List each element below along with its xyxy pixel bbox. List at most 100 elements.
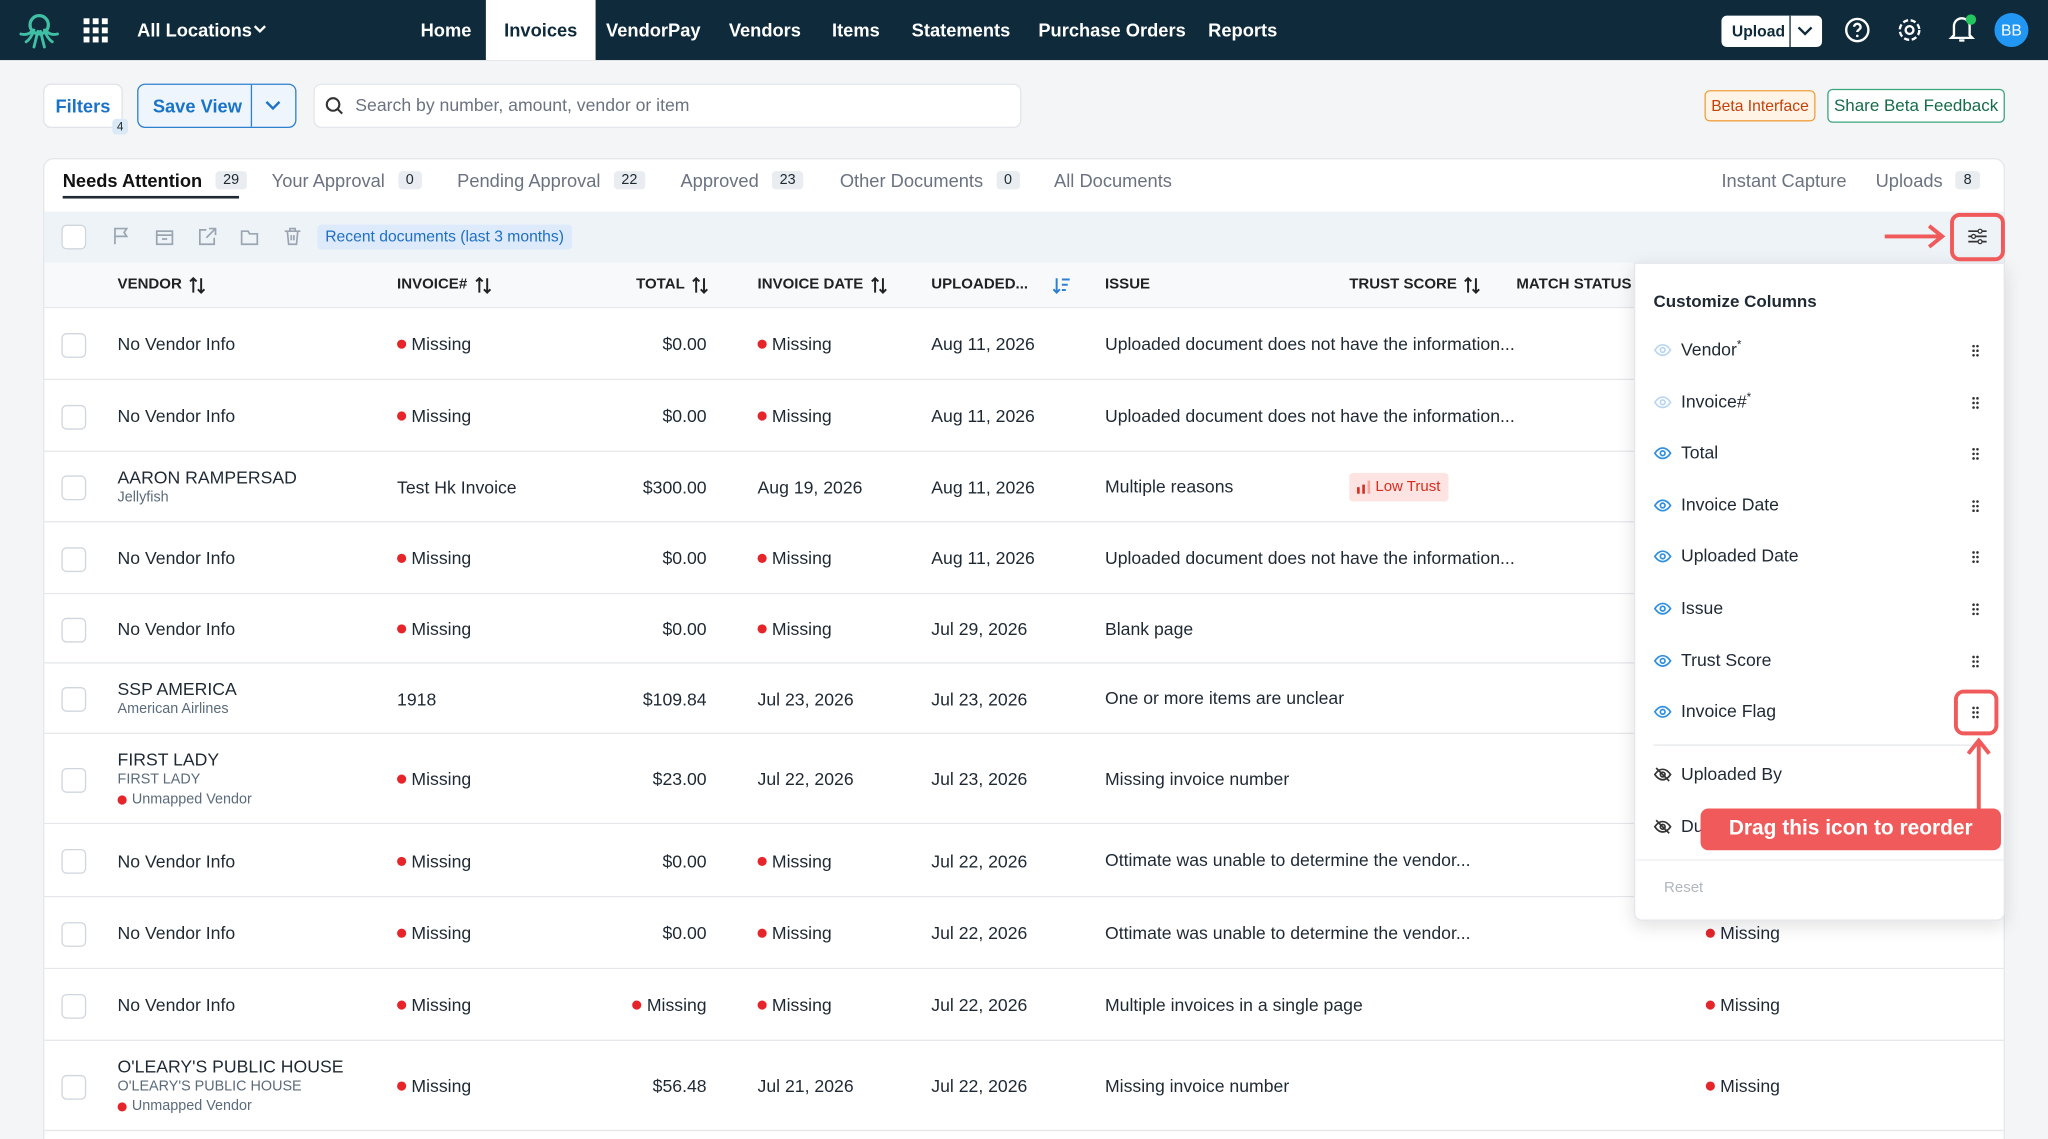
avatar[interactable]: BB xyxy=(1994,13,2029,48)
column-label[interactable]: UPLOADED... xyxy=(931,276,1029,293)
column-header[interactable]: UPLOADED... xyxy=(931,273,1028,297)
option-label[interactable]: Uploaded Date xyxy=(1680,546,1799,567)
option-label[interactable]: Invoice# xyxy=(1680,391,1747,411)
column-option[interactable]: Issue xyxy=(1681,597,1723,621)
search-placeholder[interactable]: Search by number, amount, vendor or item xyxy=(355,95,690,115)
visibility-toggle[interactable] xyxy=(1653,395,1672,408)
option-label[interactable]: Uploaded By xyxy=(1680,764,1782,784)
table-row[interactable] xyxy=(44,1040,2004,1132)
nav-link[interactable]: Purchase Orders xyxy=(1038,19,1186,41)
customize-columns-button[interactable] xyxy=(1967,227,1988,245)
feedback-button[interactable]: Share Beta Feedback xyxy=(1827,88,2005,123)
visibility-toggle[interactable] xyxy=(1653,819,1672,834)
tab[interactable]: Other Documents 0 xyxy=(840,168,1020,192)
drag-handle[interactable] xyxy=(1972,551,1979,564)
checkbox[interactable] xyxy=(61,475,87,501)
tab[interactable]: Uploads 8 xyxy=(1876,168,1980,192)
checkbox[interactable] xyxy=(61,687,87,712)
option-label[interactable]: Issue xyxy=(1680,598,1724,618)
checkbox[interactable] xyxy=(61,1074,87,1100)
column-option[interactable]: Uploaded Date xyxy=(1681,545,1799,569)
column-header[interactable]: TRUST SCORE xyxy=(1349,273,1481,297)
column-option[interactable]: Du xyxy=(1681,815,1704,839)
drag-handle[interactable] xyxy=(1972,396,1979,409)
nav-link[interactable]: Items xyxy=(831,19,880,41)
column-option[interactable]: Invoice Flag xyxy=(1681,700,1776,724)
sort-icon[interactable] xyxy=(474,276,491,294)
checkbox[interactable] xyxy=(61,617,87,642)
sort-icon[interactable] xyxy=(871,276,887,294)
column-label[interactable]: INVOICE DATE xyxy=(757,276,864,293)
visibility-toggle[interactable] xyxy=(1653,550,1672,563)
nav-link[interactable]: Vendors xyxy=(728,19,801,41)
tab[interactable]: Pending Approval 22 xyxy=(457,168,646,192)
tab-label[interactable]: Other Documents xyxy=(839,169,984,191)
column-option[interactable]: Vendor * xyxy=(1681,338,1741,362)
column-header[interactable]: TOTAL xyxy=(636,273,709,297)
tab-label[interactable]: Pending Approval xyxy=(457,169,601,191)
apps-icon[interactable] xyxy=(83,18,109,43)
nav-link[interactable]: Reports xyxy=(1208,19,1278,41)
column-option[interactable]: Invoice# * xyxy=(1681,390,1751,414)
column-option[interactable]: Uploaded By xyxy=(1681,763,1782,787)
folder-action[interactable] xyxy=(240,227,259,246)
drag-handle[interactable] xyxy=(1972,448,1979,460)
column-header[interactable]: INVOICE DATE xyxy=(758,273,887,297)
visibility-toggle[interactable] xyxy=(1653,343,1672,357)
checkbox[interactable] xyxy=(61,921,87,947)
drag-handle[interactable] xyxy=(1972,344,1979,357)
column-header[interactable]: VENDOR xyxy=(118,273,206,297)
save-view-label[interactable]: Save View xyxy=(152,95,242,117)
flag-action[interactable] xyxy=(112,227,130,245)
column-option[interactable]: Total xyxy=(1681,442,1718,466)
column-header[interactable]: MATCH STATUS xyxy=(1516,273,1631,297)
tab[interactable]: All Documents xyxy=(1054,168,1172,192)
tab[interactable]: Needs Attention 29 xyxy=(63,168,247,192)
nav-link[interactable]: Statements xyxy=(911,19,1011,41)
reset-button[interactable]: Reset xyxy=(1663,880,1704,896)
option-label[interactable]: Invoice Flag xyxy=(1680,701,1777,722)
column-label[interactable]: ISSUE xyxy=(1104,276,1151,293)
nav-link[interactable]: Home xyxy=(420,19,472,41)
visibility-toggle[interactable] xyxy=(1653,654,1672,667)
option-label[interactable]: Total xyxy=(1680,443,1719,463)
checkbox[interactable] xyxy=(61,848,87,874)
checkbox[interactable] xyxy=(61,224,87,250)
date-filter-chip[interactable]: Recent documents (last 3 months) xyxy=(317,224,572,250)
checkbox[interactable] xyxy=(61,546,87,572)
checkbox[interactable] xyxy=(61,767,87,793)
drag-handle[interactable] xyxy=(1972,499,1979,512)
tab-label[interactable]: All Documents xyxy=(1054,169,1172,191)
table-row[interactable] xyxy=(44,969,2004,1041)
column-label[interactable]: TOTAL xyxy=(636,276,685,293)
option-label[interactable]: Trust Score xyxy=(1680,649,1772,670)
sort-active-icon[interactable] xyxy=(1052,277,1071,294)
nav-link[interactable]: VendorPay xyxy=(606,19,701,41)
tab-label[interactable]: Uploads xyxy=(1875,169,1943,191)
column-header[interactable]: INVOICE# xyxy=(397,273,491,297)
column-label[interactable]: TRUST SCORE xyxy=(1349,276,1457,293)
help-icon[interactable] xyxy=(1844,17,1870,43)
notifications-icon[interactable] xyxy=(1948,13,1978,44)
drag-handle[interactable] xyxy=(1972,706,1979,719)
tab-label[interactable]: Needs Attention xyxy=(62,169,203,191)
visibility-toggle[interactable] xyxy=(1653,706,1672,719)
option-label[interactable]: Vendor xyxy=(1680,339,1737,360)
column-label[interactable]: MATCH STATUS xyxy=(1516,276,1632,293)
tab-label[interactable]: Instant Capture xyxy=(1721,169,1847,191)
option-label[interactable]: Du xyxy=(1680,816,1704,836)
column-label[interactable]: INVOICE# xyxy=(397,276,468,293)
tab[interactable]: Approved 23 xyxy=(680,168,804,192)
upload-label[interactable]: Upload xyxy=(1731,22,1786,41)
save-view-menu[interactable] xyxy=(250,84,297,127)
archive-action[interactable] xyxy=(155,227,174,246)
visibility-toggle[interactable] xyxy=(1653,447,1672,460)
column-label[interactable]: VENDOR xyxy=(117,276,182,293)
visibility-toggle[interactable] xyxy=(1653,767,1672,782)
checkbox[interactable] xyxy=(61,404,87,430)
location-select[interactable]: All Locations xyxy=(137,19,252,41)
column-option[interactable]: Invoice Date xyxy=(1681,493,1779,517)
tab[interactable]: Your Approval 0 xyxy=(272,168,422,192)
checkbox[interactable] xyxy=(61,332,87,358)
export-action[interactable] xyxy=(198,227,217,246)
